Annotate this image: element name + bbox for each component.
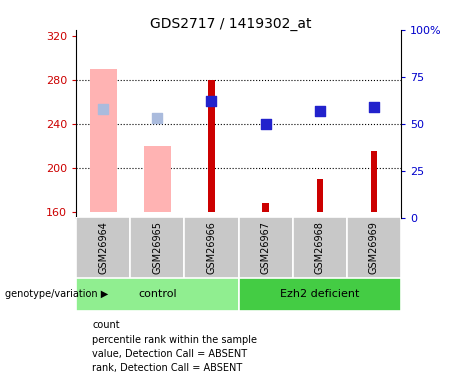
Bar bbox=[371, 152, 377, 212]
Bar bbox=[89, 69, 117, 212]
Point bbox=[316, 108, 324, 114]
Point bbox=[370, 104, 378, 110]
Bar bbox=[76, 217, 130, 278]
Text: count: count bbox=[92, 321, 120, 330]
Point bbox=[262, 121, 269, 127]
Text: genotype/variation ▶: genotype/variation ▶ bbox=[5, 290, 108, 299]
Bar bbox=[76, 278, 238, 311]
Text: value, Detection Call = ABSENT: value, Detection Call = ABSENT bbox=[92, 349, 247, 359]
Text: percentile rank within the sample: percentile rank within the sample bbox=[92, 335, 257, 345]
Point bbox=[208, 98, 215, 104]
Text: GSM26968: GSM26968 bbox=[315, 221, 325, 274]
Text: GSM26969: GSM26969 bbox=[369, 221, 379, 274]
Bar bbox=[208, 80, 215, 212]
Bar bbox=[130, 217, 184, 278]
Text: control: control bbox=[138, 290, 177, 299]
Text: GSM26965: GSM26965 bbox=[152, 221, 162, 274]
Text: GSM26966: GSM26966 bbox=[207, 221, 217, 274]
Bar bbox=[144, 146, 171, 212]
Bar bbox=[262, 203, 269, 212]
Bar bbox=[239, 278, 401, 311]
Point bbox=[154, 115, 161, 121]
Text: Ezh2 deficient: Ezh2 deficient bbox=[280, 290, 360, 299]
Text: GDS2717 / 1419302_at: GDS2717 / 1419302_at bbox=[150, 17, 311, 31]
Text: rank, Detection Call = ABSENT: rank, Detection Call = ABSENT bbox=[92, 363, 242, 373]
Bar bbox=[184, 217, 238, 278]
Bar bbox=[317, 179, 323, 212]
Bar bbox=[239, 217, 293, 278]
Bar bbox=[347, 217, 401, 278]
Bar bbox=[293, 217, 347, 278]
Point bbox=[100, 106, 107, 112]
Text: GSM26964: GSM26964 bbox=[98, 221, 108, 274]
Text: GSM26967: GSM26967 bbox=[260, 221, 271, 274]
